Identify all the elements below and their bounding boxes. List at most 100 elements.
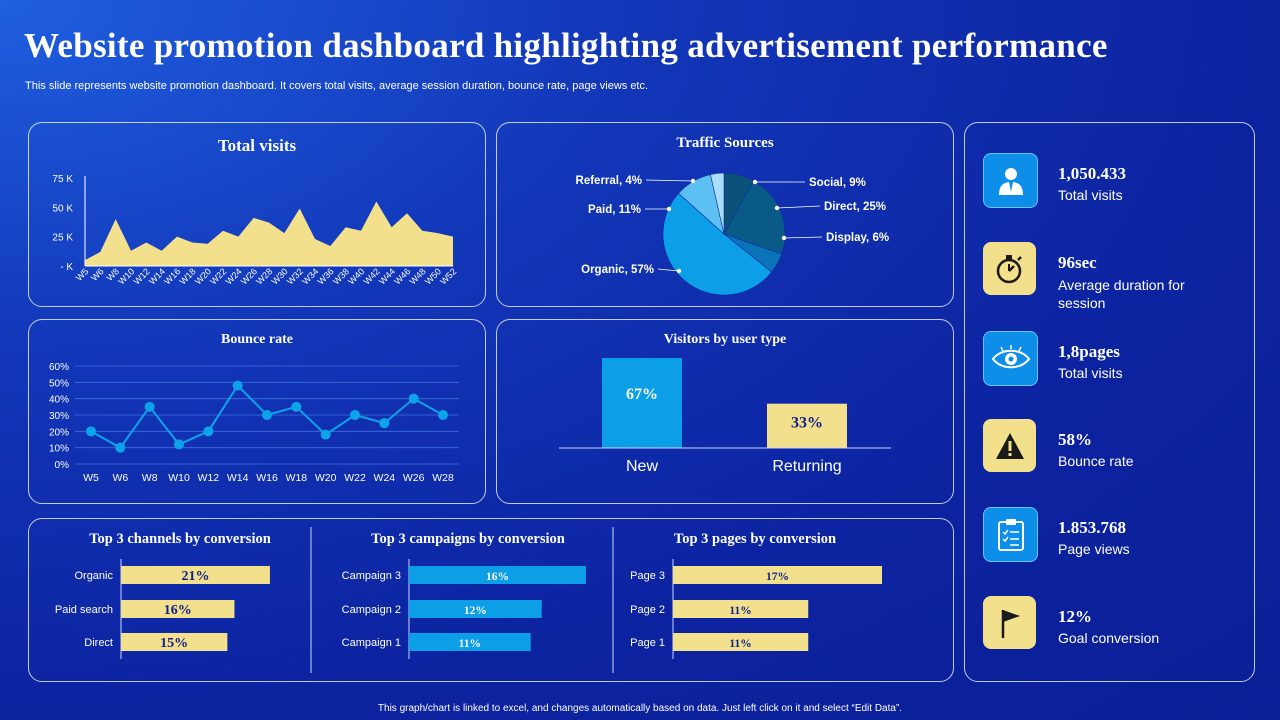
x-tick-label: W10 [168,472,190,484]
bar-category-label: Organic [74,570,113,582]
total-visits-title: Total visits [217,136,297,155]
user-type-bar [767,403,847,448]
pie-label: Organic, 57% [581,264,654,276]
bounce-point [350,410,360,420]
traffic-sources-chart[interactable]: Social, 9% Direct, 25% Display, 6% Organic,… [497,123,953,306]
y-tick-label: 20% [49,427,69,438]
kpi-label: Page views [1058,541,1130,557]
conversion-bar [673,566,882,584]
pie-label: Social, 9% [809,177,866,189]
bounce-point [379,418,390,429]
x-category-label: New [626,458,658,475]
y-tick-label: - K [60,262,73,273]
bar-category-label: Campaign 3 [342,570,401,582]
conversion-bar [121,633,228,651]
y-tick-label: 30% [49,411,69,422]
flag-icon [983,596,1036,649]
conversion-bar [409,600,542,618]
bar-value-label: 21% [181,569,209,584]
conversion-bar [673,600,809,618]
user-icon [983,153,1038,208]
x-tick-label: W14 [227,472,249,484]
y-tick-label: 75 K [52,174,73,185]
y-tick-label: 25 K [52,233,73,244]
bar-value-label: 11% [729,638,751,650]
bar-category-label: Page 1 [630,637,665,649]
x-tick-label: W24 [374,472,396,484]
kpi-value: 12% [1058,607,1092,626]
warning-icon [983,419,1036,472]
conversion-charts[interactable]: Top 3 channels by conversion Organic 21% Pa… [29,519,953,681]
bar-value-label: 11% [729,605,751,617]
visitors-user-type-title: Visitors by user type [663,332,787,347]
pie-leader-line [776,205,821,209]
y-tick-label: 10% [49,444,69,455]
conversion-title: Top 3 pages by conversion [674,531,836,547]
conversion-title: Top 3 campaigns by conversion [371,531,565,547]
pie-label: Paid, 11% [588,204,641,216]
bounce-point [115,442,126,453]
x-tick-label: W6 [89,266,106,283]
bar-category-label: Campaign 1 [342,637,401,649]
visitors-user-type-chart[interactable]: 67% New 33% Returning [497,320,953,503]
kpi-label: Total visits [1058,365,1123,381]
x-tick-label: W16 [256,472,278,484]
pie-leader-line [645,179,694,182]
bounce-point [144,401,155,412]
kpi-label: Total visits [1058,187,1123,203]
pie-leader-dot [752,179,758,185]
bar-category-label: Direct [84,637,113,649]
conversion-panel: Top 3 channels by conversion Organic 21% Pa… [28,518,954,682]
pie-label: Direct, 25% [824,201,886,213]
bounce-point [86,426,96,437]
kpi-value: 1.853.768 [1058,518,1126,537]
pie-leader-line [657,268,680,272]
y-tick-label: 50% [49,378,69,389]
bounce-point [320,429,331,440]
bar-category-label: Paid search [55,604,113,616]
conversion-bar [409,566,586,584]
x-tick-label: W5 [83,472,99,484]
stopwatch-icon [983,242,1036,295]
pie-leader-dot [676,268,682,274]
kpi-value: 1,8pages [1058,342,1120,361]
pie-slice [662,192,773,296]
visits-area [85,201,453,266]
kpi-panel: 1,050.433 Total visits 96sec Average durati… [964,122,1255,682]
bounce-rate-title: Bounce rate [221,332,293,347]
pie-slice [723,180,786,255]
bar-value-label: 17% [766,571,789,583]
conversion-bar [673,633,809,651]
y-tick-label: 60% [49,362,69,373]
x-tick-label: W8 [142,472,158,484]
kpi-label: Average duration for session [1058,277,1185,311]
conversion-bar [121,566,270,584]
x-category-label: Returning [772,458,841,475]
pie-label: Referral, 4% [576,175,642,187]
page-subtitle: This slide represents website promotion … [25,80,649,92]
x-tick-label: W12 [198,472,220,484]
bounce-point [232,380,243,391]
bounce-point [438,410,448,420]
bar-value-label: 16% [486,571,509,583]
bounce-point [408,393,419,404]
pie-leader-dot [666,206,672,212]
kpi-value: 96sec [1058,253,1097,272]
bounce-point [262,410,272,420]
bounce-rate-panel: Bounce rate 0% 10% 20% 30% 40% 50% 60% W5 W6 W8 W1… [28,319,486,504]
bounce-point [291,401,302,412]
traffic-sources-title: Traffic Sources [676,135,774,151]
bar-category-label: Page 2 [630,604,665,616]
pie-leader-dot [774,205,780,211]
x-tick-label: W26 [403,472,425,484]
total-visits-chart[interactable]: - K25 K50 K75 KW5W6W8W10W12W14W16W18W20W… [29,123,485,306]
pie-leader-dot [781,235,787,241]
pie-leader-dot [690,178,696,184]
x-tick-label: W18 [286,472,308,484]
bounce-rate-chart[interactable]: 0% 10% 20% 30% 40% 50% 60% W5 W6 W8 W10 W12 W14 W16 W1… [29,320,485,503]
bar-value-label: 11% [459,638,481,650]
conversion-title: Top 3 channels by conversion [89,531,271,547]
total-visits-panel: Total visits - K 25 K 50 K 75 K W5 W6 W8 W10 W12… [28,122,486,307]
visitors-user-type-panel: Visitors by user type 67% New 33% Returning [496,319,954,504]
kpi-value: 1,050.433 [1058,164,1126,183]
